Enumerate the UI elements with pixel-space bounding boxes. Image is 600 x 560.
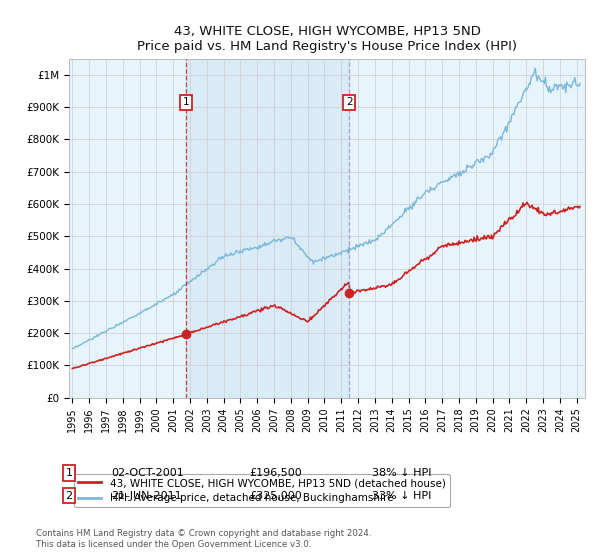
Text: 1: 1 [65,468,73,478]
Title: 43, WHITE CLOSE, HIGH WYCOMBE, HP13 5ND
Price paid vs. HM Land Registry's House : 43, WHITE CLOSE, HIGH WYCOMBE, HP13 5ND … [137,25,517,53]
Text: £196,500: £196,500 [249,468,302,478]
Text: 2: 2 [65,491,73,501]
Text: Contains HM Land Registry data © Crown copyright and database right 2024.
This d: Contains HM Land Registry data © Crown c… [36,529,371,549]
Text: 33% ↓ HPI: 33% ↓ HPI [372,491,431,501]
Text: 38% ↓ HPI: 38% ↓ HPI [372,468,431,478]
Text: 2: 2 [346,97,352,108]
Legend: 43, WHITE CLOSE, HIGH WYCOMBE, HP13 5ND (detached house), HPI: Average price, de: 43, WHITE CLOSE, HIGH WYCOMBE, HP13 5ND … [74,474,449,507]
Bar [186,59,349,398]
Text: 21-JUN-2011: 21-JUN-2011 [111,491,182,501]
Text: 02-OCT-2001: 02-OCT-2001 [111,468,184,478]
Text: 1: 1 [182,97,189,108]
Text: £325,000: £325,000 [249,491,302,501]
